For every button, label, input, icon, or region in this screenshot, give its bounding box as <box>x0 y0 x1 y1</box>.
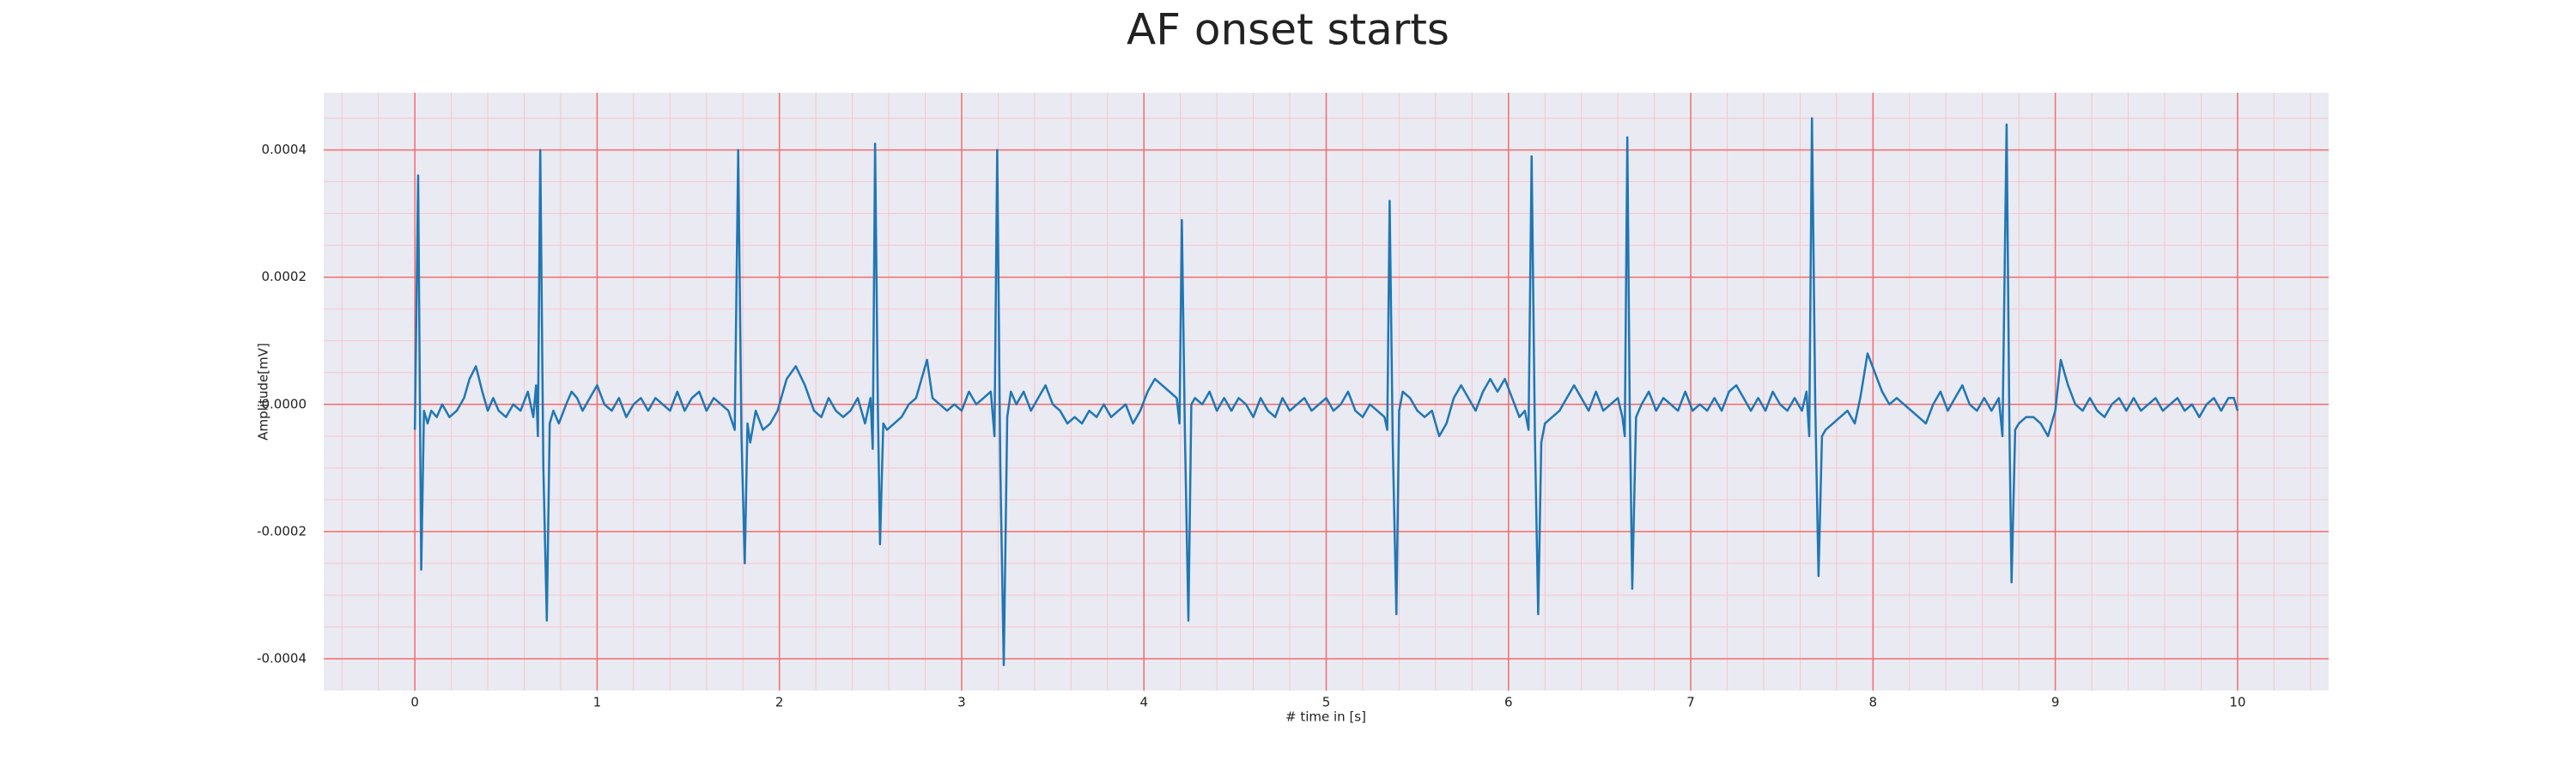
x-tick-label: 8 <box>1869 695 1878 710</box>
x-tick-label: 7 <box>1686 695 1695 710</box>
ecg-line <box>413 117 2239 666</box>
y-tick-label: -0.0002 <box>257 523 307 539</box>
chart-title: AF onset starts <box>1127 5 1449 55</box>
y-tick-label: -0.0004 <box>257 650 307 666</box>
marks <box>413 117 2239 666</box>
x-tick-label: 10 <box>2229 695 2245 710</box>
y-tick-label: 0.0002 <box>262 269 307 284</box>
x-tick-label: 3 <box>957 695 966 710</box>
y-axis-label: Amplitude[mV] <box>256 343 271 440</box>
x-tick-label: 2 <box>775 695 784 710</box>
x-tick-label: 5 <box>1322 695 1331 710</box>
x-tick-label: 9 <box>2051 695 2060 710</box>
grid <box>324 93 2329 691</box>
x-axis-label: # time in [s] <box>1285 709 1366 725</box>
x-tick-label: 6 <box>1504 695 1513 710</box>
y-tick-label: 0.0004 <box>262 142 307 157</box>
x-tick-label: 4 <box>1139 695 1148 710</box>
x-tick-label: 0 <box>410 695 419 710</box>
y-tick-label: 0.0000 <box>262 396 307 411</box>
x-tick-label: 1 <box>593 695 602 710</box>
